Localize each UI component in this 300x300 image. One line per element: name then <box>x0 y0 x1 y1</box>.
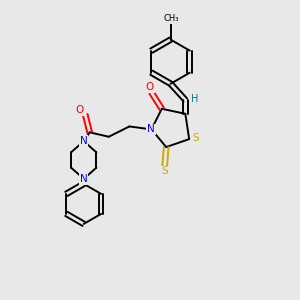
Text: S: S <box>192 133 199 143</box>
Text: CH₃: CH₃ <box>164 14 179 23</box>
Text: H: H <box>191 94 198 104</box>
Text: N: N <box>147 124 155 134</box>
Text: O: O <box>146 82 154 92</box>
Text: N: N <box>80 136 88 146</box>
Text: O: O <box>76 105 84 115</box>
Text: S: S <box>161 167 168 176</box>
Text: N: N <box>80 174 88 184</box>
